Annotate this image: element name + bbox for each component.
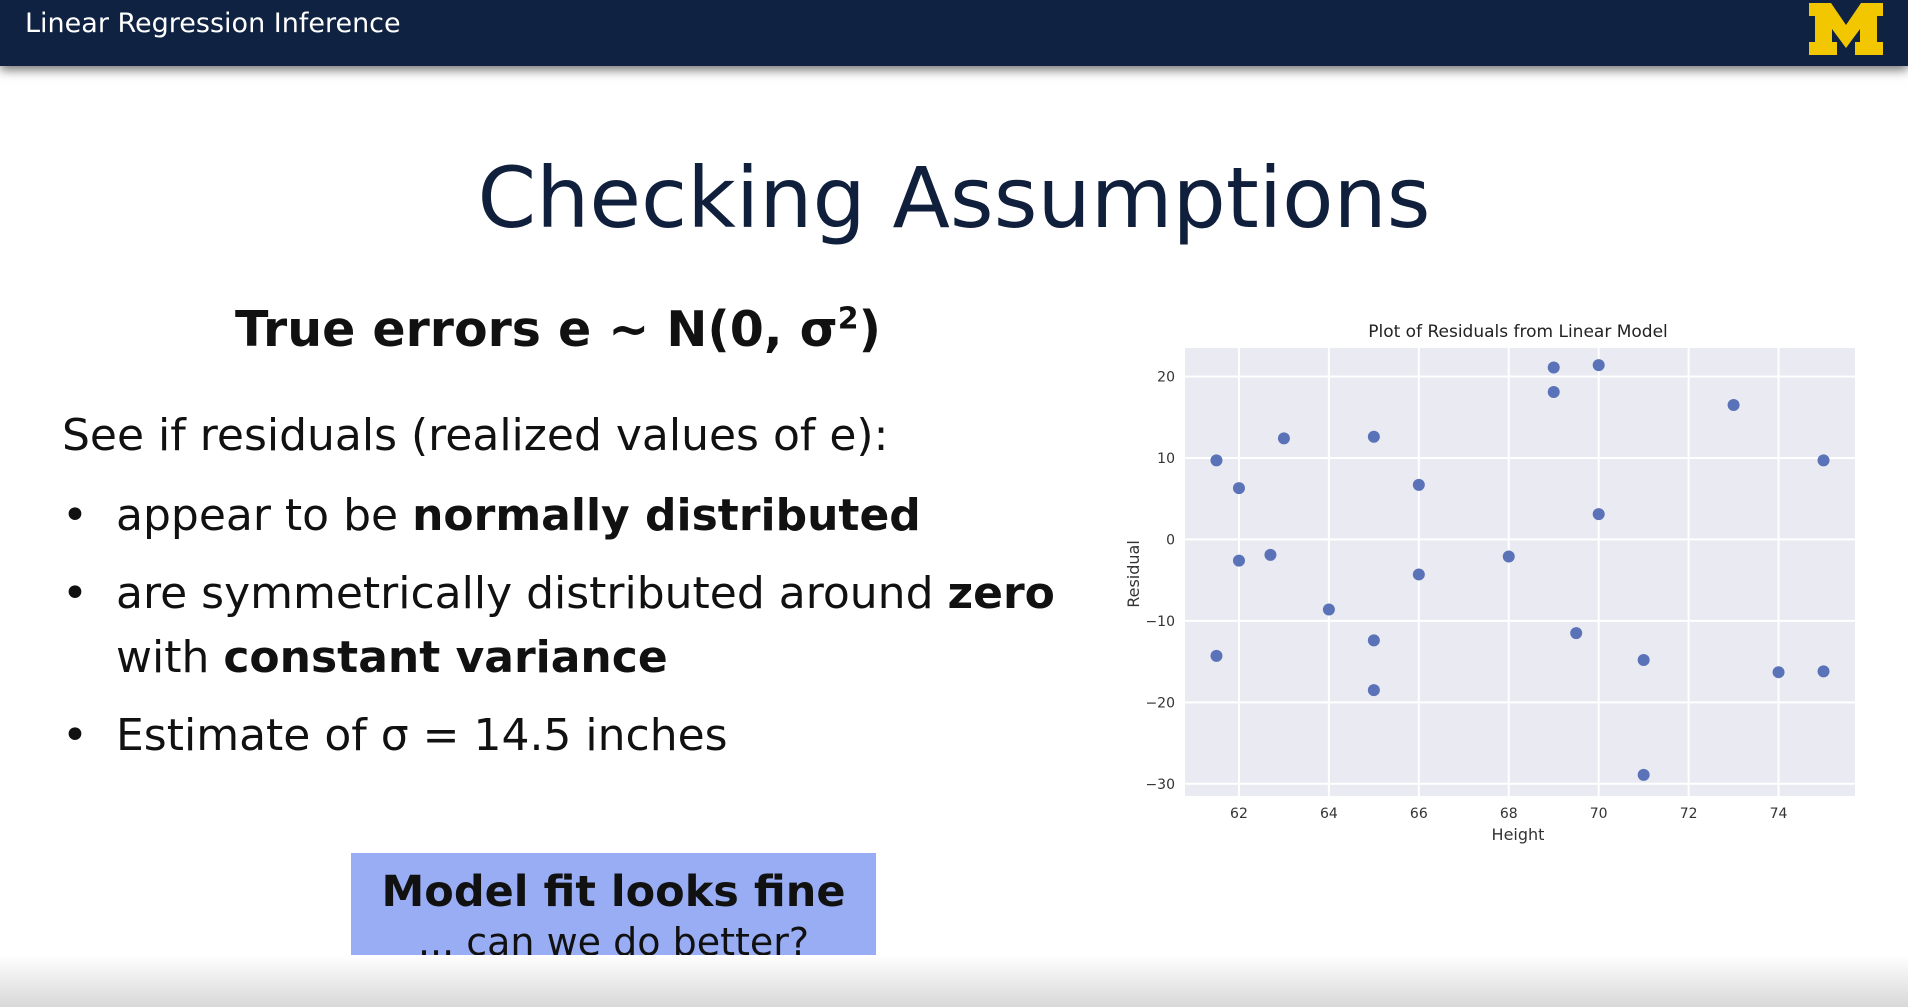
y-axis-label: Residual bbox=[1124, 540, 1143, 608]
data-point bbox=[1277, 432, 1290, 445]
gridlines bbox=[1185, 348, 1855, 796]
x-axis-label: Height bbox=[1492, 825, 1545, 844]
bullet-text: Estimate of σ = 14.5 inches bbox=[116, 710, 728, 761]
x-tick-label: 68 bbox=[1500, 806, 1518, 822]
x-tick-label: 72 bbox=[1680, 806, 1698, 822]
university-logo bbox=[1809, 3, 1883, 55]
x-tick-label: 64 bbox=[1320, 806, 1338, 822]
data-point bbox=[1637, 653, 1650, 666]
data-point bbox=[1592, 508, 1605, 521]
x-tick-label: 62 bbox=[1230, 806, 1248, 822]
plot-area bbox=[1185, 348, 1855, 796]
data-point bbox=[1412, 568, 1425, 581]
data-point bbox=[1210, 649, 1223, 662]
data-point bbox=[1592, 359, 1605, 372]
x-tick-label: 66 bbox=[1410, 806, 1428, 822]
data-point bbox=[1637, 768, 1650, 781]
logo-m-shape bbox=[1809, 3, 1883, 55]
x-tick-label: 70 bbox=[1590, 806, 1608, 822]
bullet-emphasis-line2: constant variance bbox=[223, 632, 668, 683]
subheading: True errors e ~ N(0, σ2) bbox=[235, 300, 881, 360]
data-point bbox=[1547, 385, 1560, 398]
subheading-superscript: 2 bbox=[837, 301, 859, 337]
y-tick-label: 20 bbox=[1157, 370, 1175, 386]
x-tick-labels: 62 64 66 68 70 72 74 bbox=[1230, 806, 1788, 822]
bullet-text-line2: with bbox=[116, 632, 224, 683]
bullet-emphasis: normally distributed bbox=[412, 490, 921, 541]
data-point bbox=[1547, 361, 1560, 374]
data-points bbox=[1210, 359, 1830, 781]
y-tick-labels: 20 10 0 −10 −20 −30 bbox=[1145, 370, 1175, 793]
data-point bbox=[1367, 684, 1380, 697]
y-tick-label: 10 bbox=[1157, 451, 1175, 467]
bullet-item: • appear to be normally distributed bbox=[62, 484, 921, 548]
course-title: Linear Regression Inference bbox=[25, 8, 401, 39]
y-tick-label: 0 bbox=[1166, 532, 1175, 548]
data-point bbox=[1772, 666, 1785, 679]
bullet-item: • are symmetrically distributed around ze… bbox=[62, 562, 1055, 690]
bullet-dot: • bbox=[62, 710, 88, 761]
data-point bbox=[1727, 399, 1740, 412]
subheading-close: ) bbox=[858, 301, 882, 358]
slide-title: Checking Assumptions bbox=[477, 149, 1431, 247]
chart-title: Plot of Residuals from Linear Model bbox=[1368, 322, 1668, 342]
x-tick-label: 74 bbox=[1770, 806, 1788, 822]
data-point bbox=[1570, 627, 1583, 640]
y-tick-label: −30 bbox=[1145, 777, 1175, 793]
data-point bbox=[1264, 548, 1277, 561]
data-point bbox=[1322, 603, 1335, 616]
top-bar: Linear Regression Inference bbox=[0, 0, 1908, 66]
bullet-dot: • bbox=[62, 568, 88, 619]
footer-shade bbox=[0, 955, 1908, 1007]
data-point bbox=[1367, 634, 1380, 647]
bullet-emphasis: zero bbox=[947, 568, 1055, 619]
data-point bbox=[1232, 482, 1245, 495]
subheading-text: True errors e ~ N(0, σ bbox=[235, 301, 838, 358]
data-point bbox=[1817, 454, 1830, 467]
bullet-text: appear to be bbox=[116, 490, 413, 541]
data-point bbox=[1412, 478, 1425, 491]
bullet-item: • Estimate of σ = 14.5 inches bbox=[62, 704, 728, 768]
y-tick-label: −10 bbox=[1145, 614, 1175, 630]
bullet-text: are symmetrically distributed around bbox=[116, 568, 948, 619]
data-point bbox=[1817, 665, 1830, 678]
y-tick-label: −20 bbox=[1145, 695, 1175, 711]
bullet-dot: • bbox=[62, 490, 88, 541]
data-point bbox=[1210, 454, 1223, 467]
data-point bbox=[1502, 550, 1515, 563]
data-point bbox=[1367, 430, 1380, 443]
callout-main-text: Model fit looks fine bbox=[381, 867, 846, 917]
intro-text: See if residuals (realized values of e): bbox=[62, 410, 889, 461]
data-point bbox=[1232, 554, 1245, 567]
